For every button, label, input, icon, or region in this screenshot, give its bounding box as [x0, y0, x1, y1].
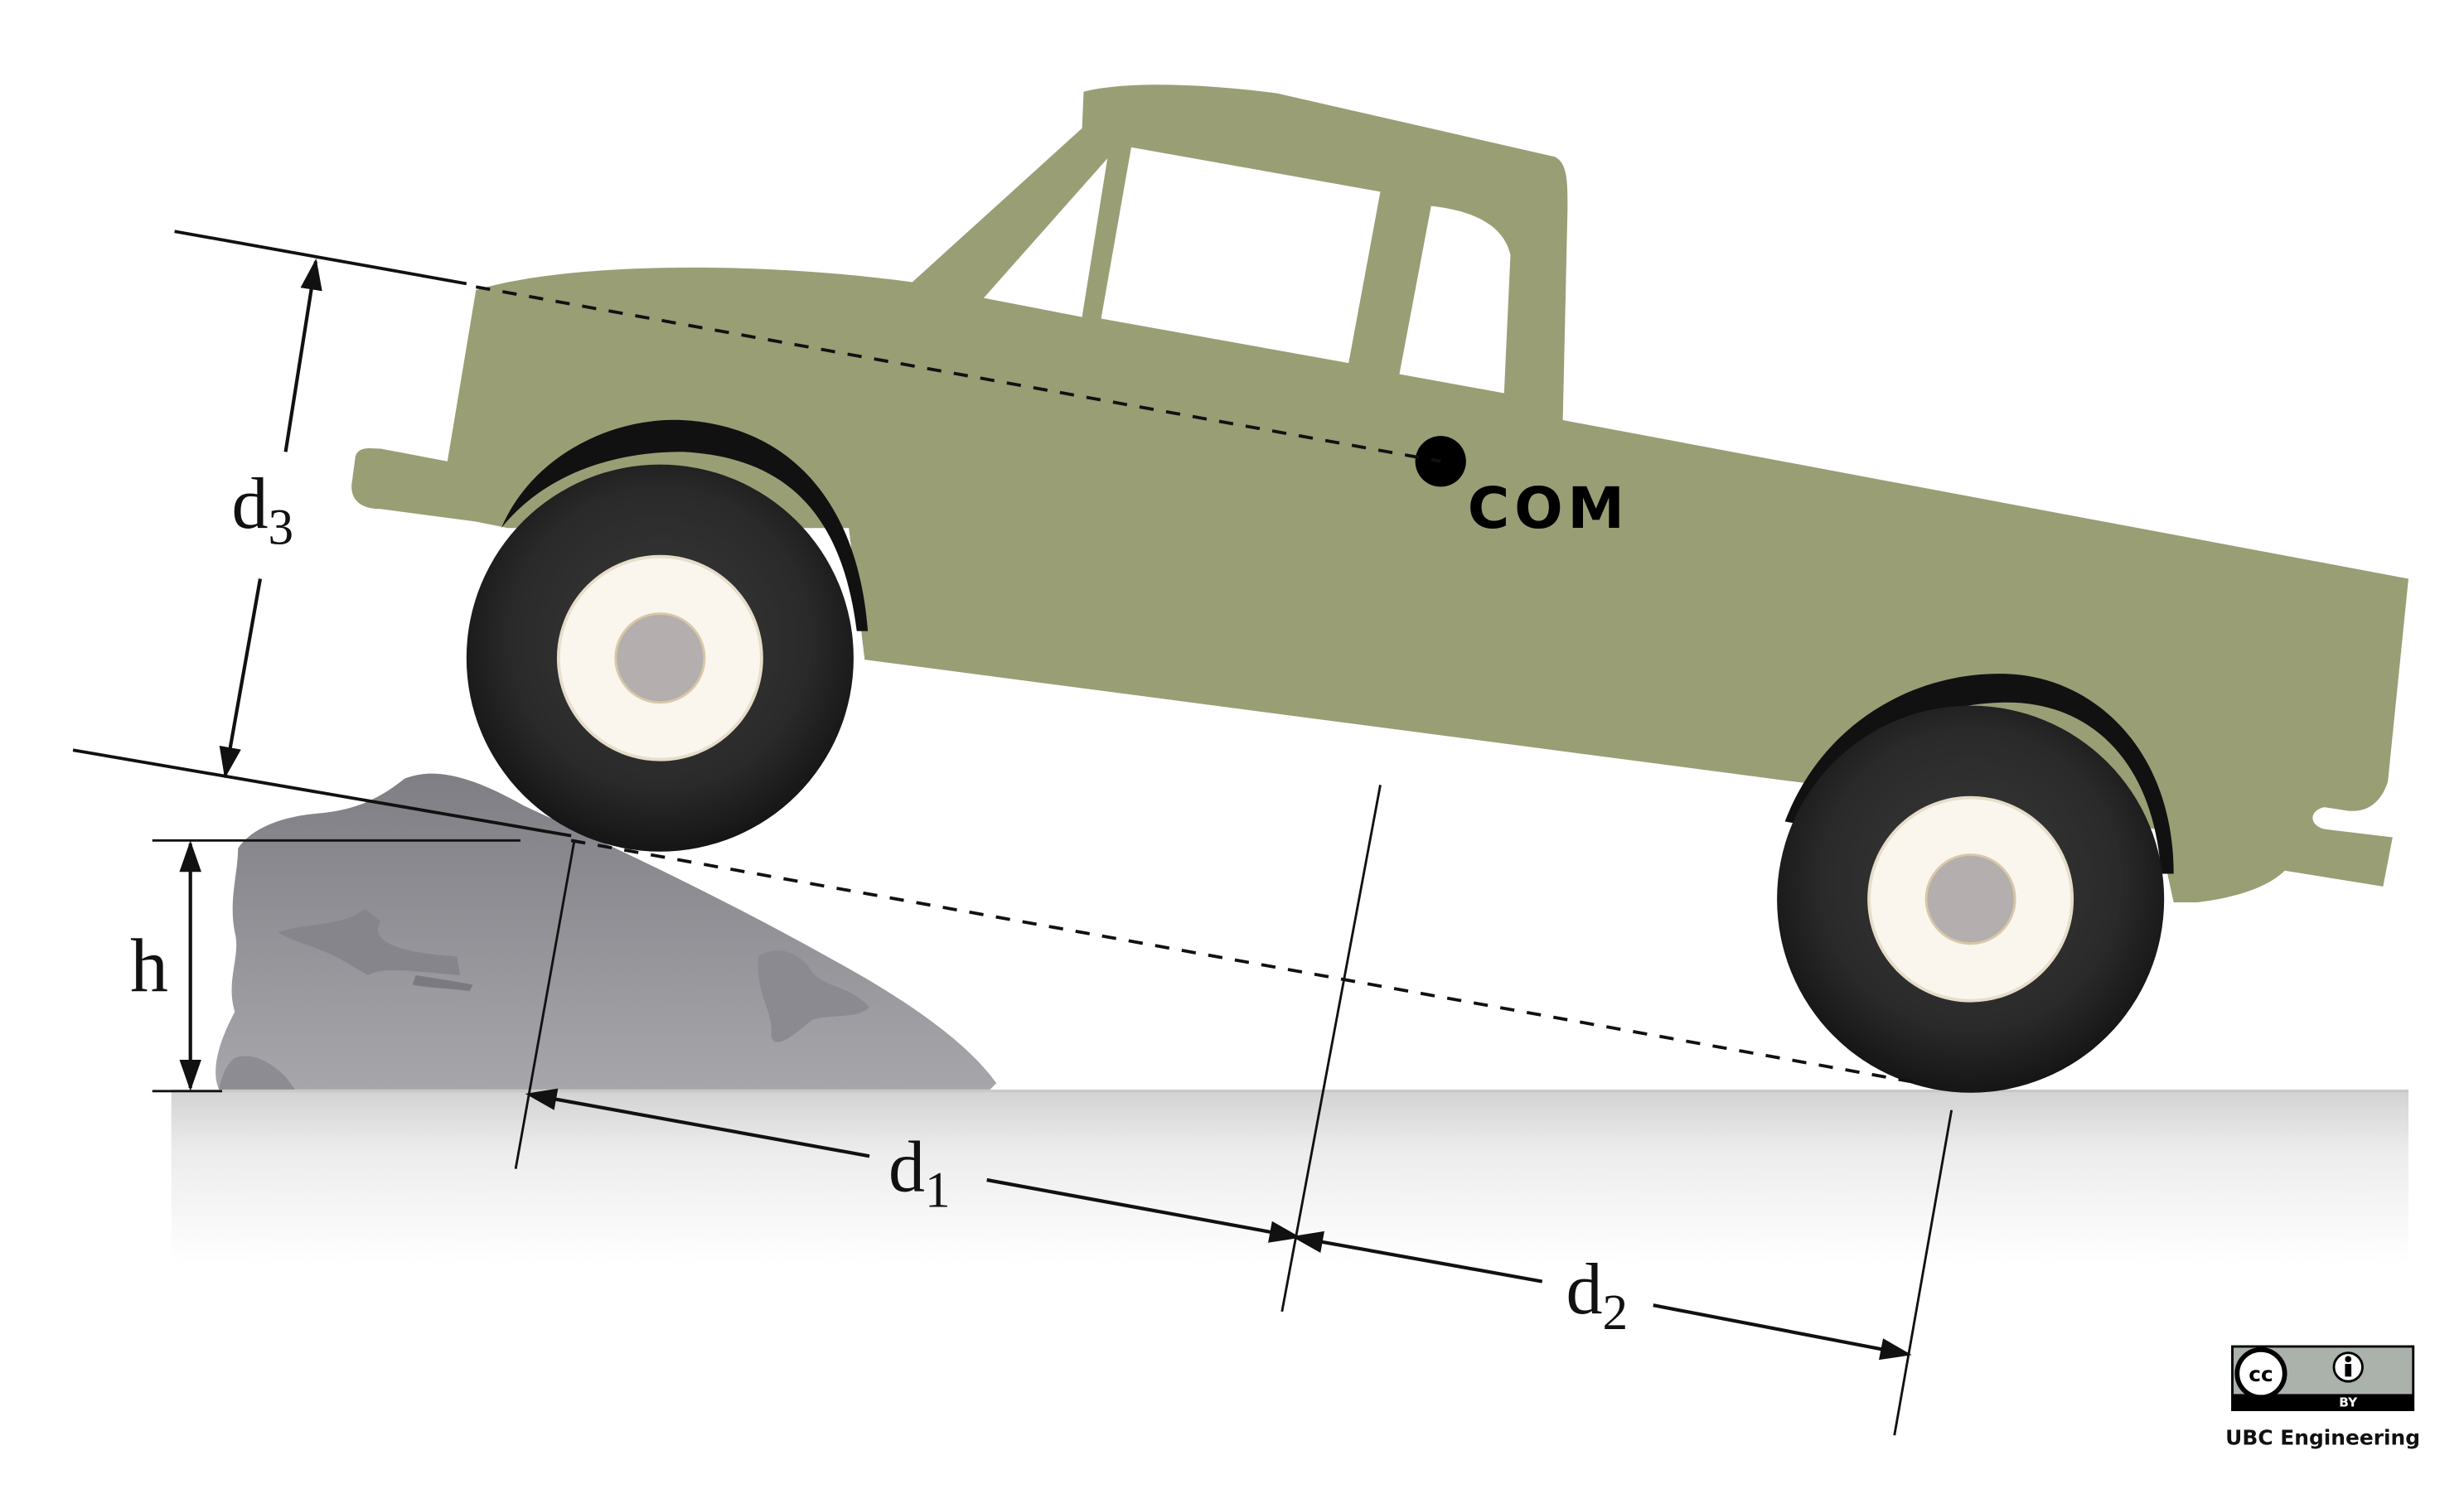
d1-label: d1 — [888, 1127, 951, 1218]
truck — [351, 85, 2408, 902]
d3-arrow-upper — [283, 258, 322, 452]
dashed-line-lower — [570, 839, 1920, 1085]
d2-arrow-right — [1653, 1303, 1912, 1361]
cc-icon-text: cc — [2249, 1362, 2273, 1386]
ground — [171, 1089, 2408, 1264]
side-window-front — [1101, 147, 1381, 364]
d1-arrow-left — [525, 1088, 870, 1158]
d1-arrow-right — [986, 1177, 1301, 1243]
d2-right-extension — [1893, 1109, 1953, 1436]
cc-by-license-badge: cc BY UBC Engineering — [2225, 1345, 2420, 1450]
d3-label: d3 — [231, 464, 293, 555]
d2-arrow-left — [1291, 1230, 1543, 1284]
credit-label: UBC Engineering — [2225, 1426, 2420, 1450]
rear-window — [983, 158, 1108, 317]
cc-icon — [2234, 1346, 2287, 1400]
truck-body — [351, 85, 2408, 902]
h-label: h — [130, 923, 168, 1008]
d1-left-extension — [514, 840, 576, 1169]
front-fender — [501, 419, 869, 631]
d3-arrow-lower — [219, 578, 263, 779]
by-label: BY — [2339, 1395, 2358, 1410]
d3-upper-extension — [174, 230, 467, 286]
d3-lower-extension — [72, 748, 572, 838]
front-wheel — [466, 464, 854, 852]
rear-wheel — [1777, 705, 2165, 1093]
d2-label: d2 — [1566, 1250, 1628, 1341]
side-window-rear — [1399, 205, 1511, 394]
rear-fender — [1784, 674, 2174, 874]
rock — [215, 773, 997, 1090]
com-label: COM — [1468, 476, 1629, 542]
dashed-line-upper — [475, 285, 1441, 463]
